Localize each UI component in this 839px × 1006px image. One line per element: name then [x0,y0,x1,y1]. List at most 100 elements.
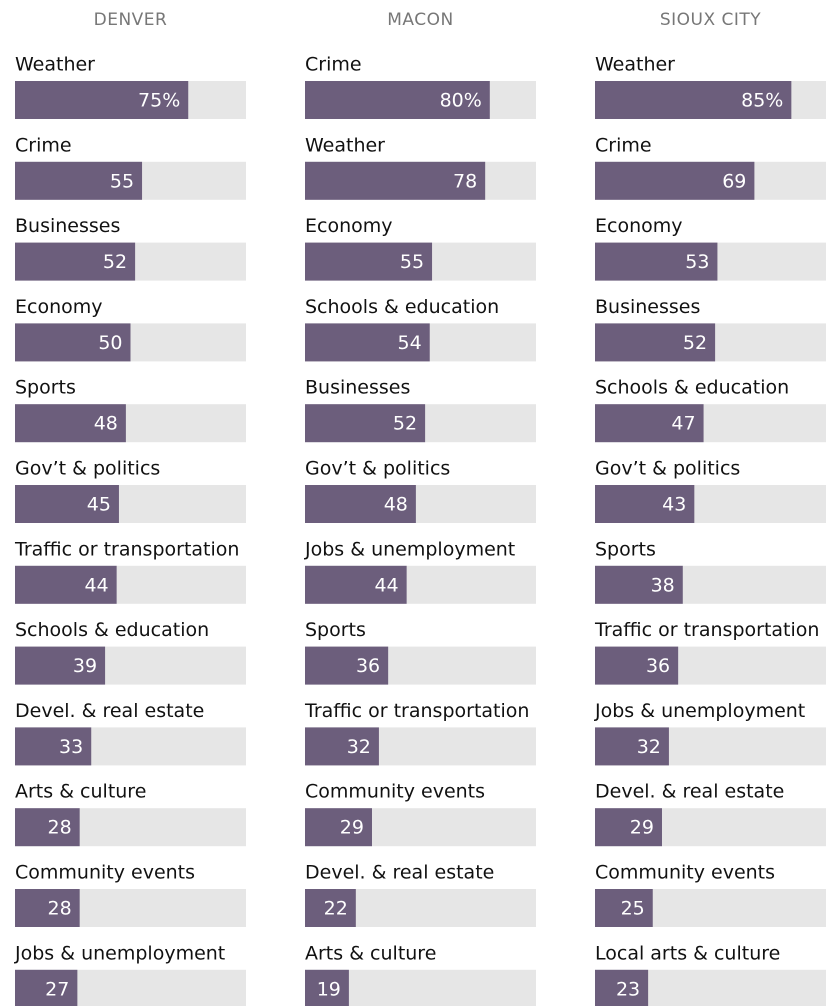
category-label: Businesses [15,215,120,237]
value-label: 19 [317,978,341,1000]
category-label: Crime [595,134,652,156]
value-label: 44 [374,574,398,596]
bar [305,969,349,1006]
value-label: 27 [45,978,69,1000]
value-label: 32 [347,736,371,758]
value-label: 52 [683,332,707,354]
category-label: Weather [15,54,95,76]
bar [595,81,792,119]
bar [595,485,695,523]
bar [15,81,189,119]
category-label: Community events [15,862,195,884]
category-label: Traffic or transportation [594,619,819,641]
value-label: 78 [453,170,477,192]
category-label: Arts & culture [15,781,146,803]
value-label: 38 [651,574,675,596]
category-label: Traffic or transportation [304,700,529,722]
value-label: 28 [47,817,71,839]
bar [305,646,389,685]
value-label: 85% [741,90,783,112]
value-label: 45 [87,494,111,516]
category-label: Jobs & unemployment [594,700,805,722]
bar [15,485,119,523]
value-label: 52 [103,251,127,273]
value-label: 33 [59,736,83,758]
category-label: Economy [305,215,393,237]
category-label: Gov’t & politics [15,458,160,480]
category-label: Sports [595,538,656,560]
bar [595,404,704,443]
category-label: Gov’t & politics [595,458,740,480]
category-label: Jobs & unemployment [14,942,225,964]
value-label: 44 [84,574,108,596]
category-label: Economy [15,296,103,318]
value-label: 29 [630,817,654,839]
bar [595,889,653,927]
value-label: 55 [110,170,134,192]
value-label: 47 [671,413,695,435]
bar [15,404,126,443]
bar [305,81,490,119]
category-label: Schools & education [595,377,789,399]
category-label: Weather [305,134,385,156]
value-label: 25 [621,898,645,920]
panel-title: SIOUX CITY [660,10,761,30]
value-label: 36 [646,655,670,677]
value-label: 22 [324,898,348,920]
bar [305,161,486,200]
value-label: 80% [440,90,482,112]
value-label: 50 [98,332,122,354]
category-label: Devel. & real estate [15,700,204,722]
bar [305,242,433,281]
bar [595,323,716,362]
panel-title: MACON [387,10,453,30]
category-label: Devel. & real estate [595,781,784,803]
bar [305,565,407,604]
category-label: Traffic or transportation [14,538,239,560]
bar [305,404,426,443]
category-label: Businesses [305,377,410,399]
bar [305,889,356,927]
bar [595,565,683,604]
value-label: 48 [94,413,118,435]
category-label: Crime [15,134,72,156]
bar [15,565,117,604]
value-label: 39 [73,655,97,677]
category-label: Devel. & real estate [305,862,494,884]
bar [305,323,430,362]
value-label: 75% [138,90,180,112]
value-label: 32 [637,736,661,758]
value-label: 28 [47,898,71,920]
category-label: Local arts & culture [595,942,780,964]
value-label: 23 [616,978,640,1000]
bar [15,889,80,927]
bar [595,808,662,847]
category-label: Businesses [595,296,700,318]
bar [595,969,649,1006]
bar [305,808,372,847]
bar [595,242,718,281]
value-label: 69 [722,170,746,192]
value-label: 55 [400,251,424,273]
bar [305,727,379,766]
value-label: 54 [398,332,422,354]
value-label: 53 [685,251,709,273]
bar [15,646,106,685]
bar [595,646,679,685]
category-label: Community events [305,781,485,803]
category-label: Community events [595,862,775,884]
value-label: 43 [662,494,686,516]
category-label: Sports [305,619,366,641]
category-label: Weather [595,54,675,76]
category-label: Schools & education [15,619,209,641]
value-label: 36 [356,655,380,677]
value-label: 29 [340,817,364,839]
bar [15,323,131,362]
category-label: Economy [595,215,683,237]
bar [15,969,78,1006]
category-label: Gov’t & politics [305,458,450,480]
category-label: Sports [15,377,76,399]
bar [595,161,755,200]
bar [15,161,143,200]
